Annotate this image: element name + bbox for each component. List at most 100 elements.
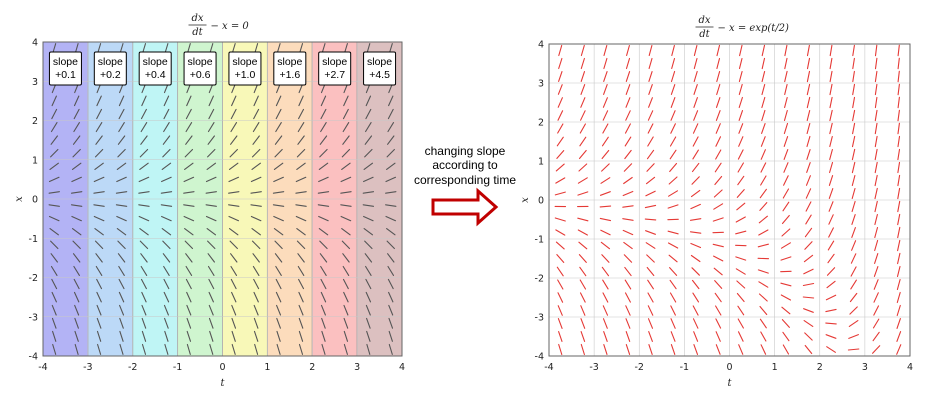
slope-segment <box>140 253 148 263</box>
slope-segment <box>577 177 588 184</box>
slope-segment <box>579 279 587 290</box>
slope-segment <box>230 135 238 145</box>
slope-segment <box>318 215 329 222</box>
slope-segment <box>557 279 564 290</box>
slope-label-value: +1.6 <box>279 69 300 81</box>
slope-segment <box>96 330 102 342</box>
slope-segment <box>320 278 327 290</box>
slope-segment <box>96 304 102 316</box>
slope-segment <box>896 265 901 278</box>
slope-segment <box>829 122 833 135</box>
slope-segment <box>95 135 103 145</box>
slope-segment <box>622 229 634 236</box>
left-slope-segments <box>48 43 397 355</box>
slope-segment <box>897 44 900 57</box>
slope-segment <box>140 135 148 145</box>
slope-segment <box>163 291 170 303</box>
slope-segment <box>780 294 792 301</box>
slope-segment <box>735 256 747 261</box>
right-slope-field-plot: -4 -3 -2 -1 0 1 2 3 4 -4 -3 -2 -1 0 1 2 3 4 dx dt − x = exp… <box>520 15 913 389</box>
slope-segment <box>343 330 349 342</box>
slope-segment <box>363 228 374 236</box>
slope-segment <box>780 256 792 261</box>
slope-segment <box>252 135 260 145</box>
slope-segment <box>118 291 125 303</box>
slope-segment <box>670 97 676 108</box>
slope-segment <box>48 191 60 194</box>
slope-segment <box>803 254 814 263</box>
slope-segment <box>207 240 216 250</box>
slope-segment <box>317 191 330 194</box>
y-tick-label: -3 <box>29 312 38 323</box>
slope-segment <box>183 204 195 207</box>
slope-segment <box>72 148 81 158</box>
slope-segment <box>139 162 149 170</box>
slope-segment <box>716 57 721 70</box>
slope-segment <box>689 218 702 221</box>
slope-segment <box>70 204 83 207</box>
slope-segment <box>555 241 565 250</box>
slope-segment <box>601 254 610 263</box>
slope-segment <box>93 215 105 222</box>
slope-segment <box>73 265 80 276</box>
slope-segment <box>554 191 566 196</box>
slope-segment <box>737 305 745 316</box>
slope-segment <box>253 317 259 329</box>
slope-segment <box>669 136 677 147</box>
slope-segment <box>715 97 721 108</box>
slope-segment <box>874 213 878 226</box>
slope-segment <box>231 330 236 342</box>
slope-segment <box>94 148 104 158</box>
slope-segment <box>96 278 103 290</box>
slope-segment <box>783 136 789 147</box>
slope-segment <box>625 71 631 82</box>
slope-segment <box>50 253 58 263</box>
slope-segment <box>577 217 589 222</box>
slope-segment <box>184 148 194 158</box>
slope-segment <box>205 191 217 194</box>
slope-segment <box>556 150 565 159</box>
slope-segment <box>320 122 327 133</box>
y-tick-label: 4 <box>32 38 38 49</box>
slope-segment <box>782 188 790 199</box>
slope-segment <box>117 135 126 145</box>
slope-segment <box>599 191 611 196</box>
slope-segment <box>600 229 611 236</box>
slope-segment <box>363 215 374 222</box>
slope-segment <box>162 148 171 158</box>
slope-segment <box>341 148 351 158</box>
slope-segment <box>805 175 811 186</box>
slope-segment <box>183 176 195 183</box>
slope-segment <box>48 204 60 207</box>
slope-segment <box>806 44 810 57</box>
slope-segment <box>252 253 260 263</box>
slope-segment <box>362 204 375 207</box>
slope-segment <box>601 163 610 172</box>
slope-segment <box>712 217 724 222</box>
title-equation-rest: − x = exp(t/2) <box>718 23 790 34</box>
slope-segment <box>714 292 722 303</box>
slope-segment <box>669 279 677 290</box>
slope-segment <box>670 123 676 134</box>
slope-segment <box>758 229 769 236</box>
slope-segment <box>140 265 148 276</box>
slope-label-box-6: slope+1.6 <box>273 51 307 86</box>
slope-segment <box>873 266 879 277</box>
slope-segment <box>760 136 766 147</box>
slope-segment <box>897 239 901 252</box>
slope-segment <box>186 343 191 355</box>
x-tick-label: 3 <box>862 362 868 373</box>
slope-segment <box>209 343 214 355</box>
slope-segment <box>163 122 170 133</box>
slope-segment <box>185 253 193 263</box>
right-arrow-icon <box>431 187 499 227</box>
slope-segment <box>275 278 282 290</box>
slope-segment <box>897 109 900 122</box>
slope-label-value: +1.0 <box>235 69 256 81</box>
slope-segment <box>692 123 699 134</box>
slope-segment <box>874 96 878 109</box>
slope-segment <box>558 71 563 82</box>
slope-segment <box>343 95 349 107</box>
slope-segment <box>115 191 128 194</box>
slope-segment <box>95 253 103 263</box>
